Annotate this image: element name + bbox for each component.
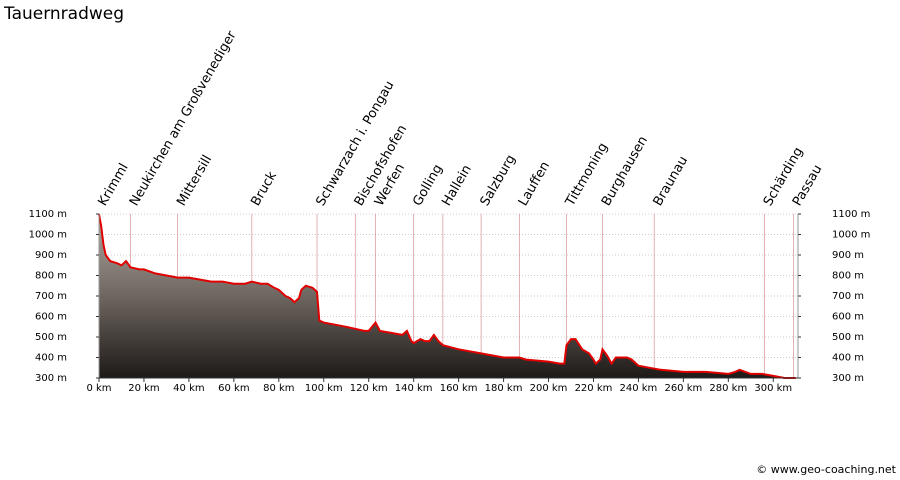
x-tick-label: 40 km [173, 383, 204, 394]
x-tick-label: 260 km [664, 383, 702, 394]
y-tick-label: 400 m [35, 353, 67, 364]
y-tick-label-right: 1000 m [832, 230, 870, 241]
place-label: Neukirchen am Großvenediger [127, 28, 240, 209]
y-tick-label: 800 m [35, 271, 67, 282]
place-label: Mittersill [174, 153, 215, 209]
y-tick-label: 900 m [35, 250, 67, 261]
x-tick-label: 140 km [395, 383, 433, 394]
footer: © www.geo-coaching.net [756, 463, 896, 476]
x-tick-label: 0 km [86, 383, 111, 394]
y-tick-label-right: 500 m [832, 332, 864, 343]
elevation-line [98, 213, 796, 379]
x-tick-label: 180 km [485, 383, 523, 394]
x-tick-label: 20 km [128, 383, 159, 394]
x-tick-label: 220 km [575, 383, 613, 394]
y-tick-label-right: 700 m [832, 291, 864, 302]
y-tick-label-right: 900 m [832, 250, 864, 261]
y-tick-label: 1000 m [29, 230, 67, 241]
x-tick-label: 80 km [263, 383, 294, 394]
y-tick-label-right: 1100 m [832, 209, 870, 220]
chart-title: Tauernradweg [3, 4, 124, 24]
place-label: Burghausen [599, 134, 651, 209]
x-tick-label: 280 km [709, 383, 747, 394]
x-tick-label: 100 km [305, 383, 343, 394]
place-label: Salzburg [478, 152, 519, 208]
x-tick-label: 200 km [530, 383, 568, 394]
y-tick-label: 500 m [35, 332, 67, 343]
x-tick-label: 240 km [620, 383, 658, 394]
y-tick-label-right: 800 m [832, 271, 864, 282]
y-tick-label-right: 300 m [832, 373, 864, 384]
y-tick-label: 300 m [35, 373, 67, 384]
x-tick-label: 60 km [218, 383, 249, 394]
place-label: Lauffen [516, 159, 553, 209]
x-tick-label: 300 km [754, 383, 792, 394]
x-tick-label: 160 km [440, 383, 478, 394]
elevation-area [99, 214, 796, 378]
place-label: Braunau [651, 154, 691, 209]
y-tick-label: 700 m [35, 291, 67, 302]
y-tick-label-right: 600 m [832, 312, 864, 323]
x-tick-label: 120 km [350, 383, 388, 394]
place-label: Bruck [248, 169, 280, 209]
y-tick-label-right: 400 m [832, 353, 864, 364]
y-tick-label: 1100 m [29, 209, 67, 220]
y-tick-label: 600 m [35, 312, 67, 323]
